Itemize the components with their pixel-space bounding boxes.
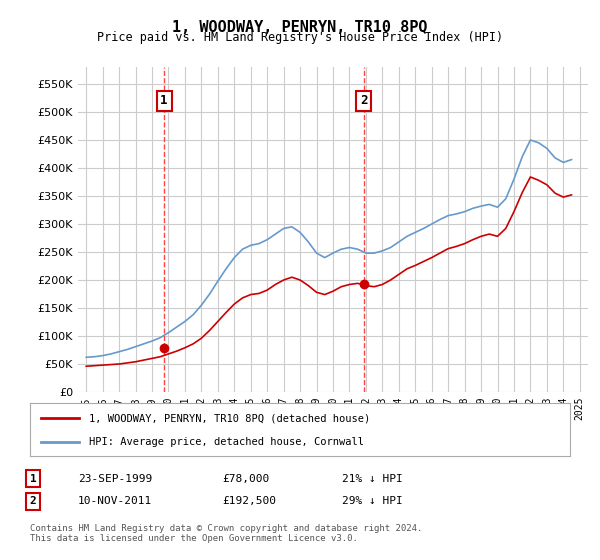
Text: 1, WOODWAY, PENRYN, TR10 8PQ (detached house): 1, WOODWAY, PENRYN, TR10 8PQ (detached h… bbox=[89, 413, 371, 423]
Text: HPI: Average price, detached house, Cornwall: HPI: Average price, detached house, Corn… bbox=[89, 436, 364, 446]
Text: 10-NOV-2011: 10-NOV-2011 bbox=[78, 496, 152, 506]
Text: 23-SEP-1999: 23-SEP-1999 bbox=[78, 474, 152, 484]
Text: 21% ↓ HPI: 21% ↓ HPI bbox=[342, 474, 403, 484]
Text: 2: 2 bbox=[29, 496, 37, 506]
Text: 1: 1 bbox=[29, 474, 37, 484]
Text: £192,500: £192,500 bbox=[222, 496, 276, 506]
Text: 29% ↓ HPI: 29% ↓ HPI bbox=[342, 496, 403, 506]
Text: 1, WOODWAY, PENRYN, TR10 8PQ: 1, WOODWAY, PENRYN, TR10 8PQ bbox=[172, 20, 428, 35]
Text: Price paid vs. HM Land Registry's House Price Index (HPI): Price paid vs. HM Land Registry's House … bbox=[97, 31, 503, 44]
Text: Contains HM Land Registry data © Crown copyright and database right 2024.
This d: Contains HM Land Registry data © Crown c… bbox=[30, 524, 422, 543]
Text: 2: 2 bbox=[360, 94, 367, 108]
Text: 1: 1 bbox=[160, 94, 168, 108]
Text: £78,000: £78,000 bbox=[222, 474, 269, 484]
